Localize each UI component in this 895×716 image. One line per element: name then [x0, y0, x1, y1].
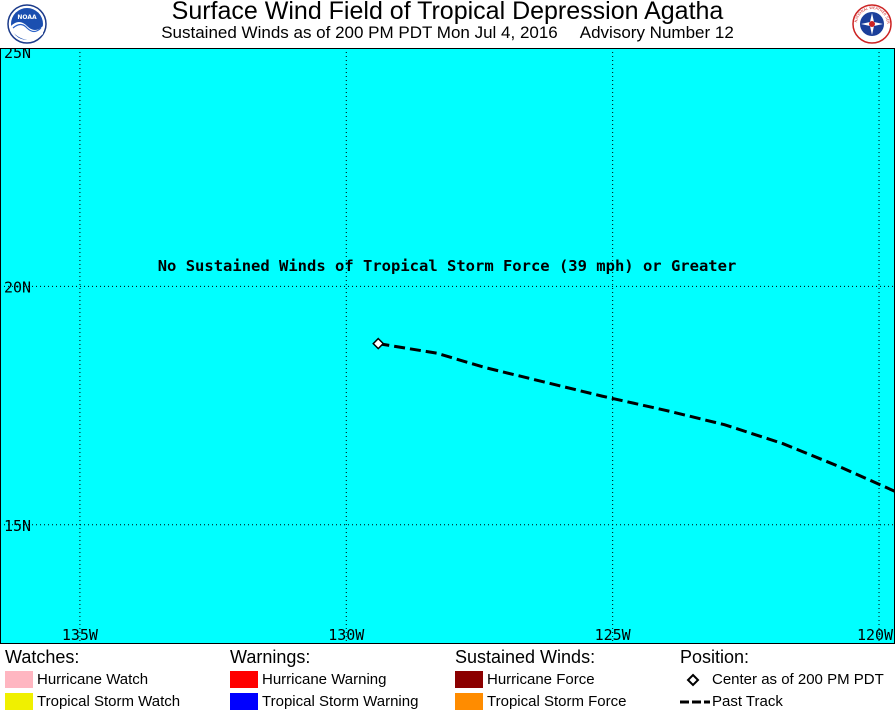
lat-label: 15N [4, 517, 31, 535]
lat-lon-grid [0, 48, 895, 644]
past-track [377, 342, 895, 493]
svg-text:NOAA: NOAA [17, 14, 37, 21]
lon-label: 125W [595, 626, 632, 644]
sustained-winds-heading: Sustained Winds: [455, 647, 596, 667]
lon-label: 130W [328, 626, 365, 644]
hurricane-force-label: Hurricane Force [487, 671, 595, 688]
no-tropical-storm-force-notice: No Sustained Winds of Tropical Storm For… [158, 257, 737, 275]
hurricane-watch-swatch [5, 671, 33, 688]
map-title: Surface Wind Field of Tropical Depressio… [171, 0, 724, 25]
hurricane-watch-label: Hurricane Watch [37, 671, 149, 688]
hurricane-warning-label: Hurricane Warning [262, 671, 387, 688]
wind-field-map: 25N 20N 15N 135W 130W 125W 120W No Sustained W… [0, 48, 895, 644]
past-track-line [372, 337, 895, 493]
watches-heading: Watches: [5, 647, 80, 667]
map-subtitle: Sustained Winds as of 200 PM PDT Mon Jul… [0, 23, 895, 43]
warnings-heading: Warnings: [230, 647, 311, 667]
hurricane-warning-swatch [230, 671, 258, 688]
center-label: Center as of 200 PM PDT [712, 671, 884, 688]
grid-labels: 25N 20N 15N 135W 130W 125W 120W [4, 48, 894, 644]
lon-label: 120W [857, 626, 894, 644]
ocean-background [0, 48, 895, 644]
lon-label: 135W [62, 626, 99, 644]
tropical-storm-warning-label: Tropical Storm Warning [262, 693, 419, 710]
lat-label: 20N [4, 278, 31, 296]
tropical-storm-watch-label: Tropical Storm Watch [37, 693, 181, 710]
header: NOAA Surface Wind Field of Tropical Depr… [0, 0, 895, 48]
tropical-storm-force-swatch [455, 693, 483, 710]
advisory-number: Advisory Number 12 [579, 23, 734, 42]
storm-center-marker [372, 337, 385, 350]
noaa-logo: NOAA [7, 4, 47, 44]
center-diamond-icon [686, 673, 700, 687]
past-track-dash-icon [680, 700, 710, 704]
lat-label: 25N [4, 48, 31, 62]
national-weather-service-logo: NATIONAL WEATHER SERVICE [852, 4, 892, 44]
advisory-time: Sustained Winds as of 200 PM PDT Mon Jul… [161, 23, 558, 42]
tropical-storm-warning-swatch [230, 693, 258, 710]
tropical-storm-force-label: Tropical Storm Force [487, 693, 627, 710]
tropical-storm-watch-swatch [5, 693, 33, 710]
hurricane-force-swatch [455, 671, 483, 688]
position-heading: Position: [680, 647, 750, 667]
past-track-label: Past Track [712, 693, 783, 710]
legend: Watches: Hurricane Watch Tropical Storm … [0, 645, 895, 716]
